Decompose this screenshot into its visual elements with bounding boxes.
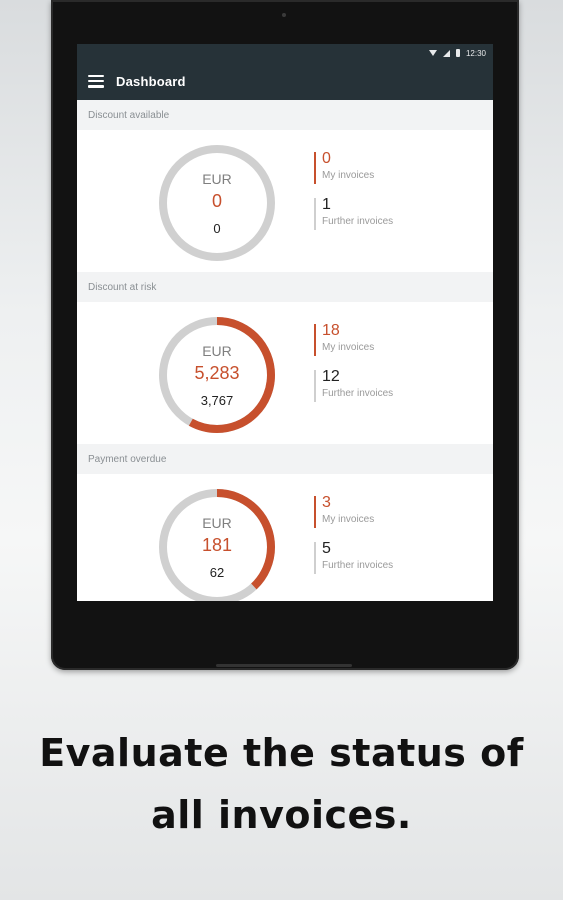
stat-indicator <box>314 542 316 574</box>
main-amount: 181 <box>201 535 233 555</box>
section-discount-available[interactable]: Discount available EUR 0 0 0 <box>77 100 493 272</box>
donut-arc <box>159 317 275 433</box>
wifi-icon <box>428 50 437 56</box>
section-header: Discount available <box>77 100 493 130</box>
further-invoices-label: Further invoices <box>322 216 394 227</box>
invoice-stats: 18 My invoices 12 Further invoices <box>314 322 393 414</box>
sub-amount: 62 <box>209 565 225 580</box>
signal-icon <box>442 49 450 57</box>
my-invoices-label: My invoices <box>322 170 375 181</box>
donut-chart <box>159 317 275 433</box>
further-invoices-count: 5 <box>322 540 331 557</box>
section-payment-overdue[interactable]: Payment overdue EUR 181 62 3 <box>77 444 493 601</box>
donut-track <box>159 145 275 261</box>
currency-label: EUR <box>202 343 232 359</box>
caption-line-2: all invoices. <box>151 793 412 837</box>
my-invoices-count: 18 <box>322 322 340 339</box>
stat-indicator <box>314 496 316 528</box>
main-amount: 5,283 <box>194 363 240 383</box>
status-time: 12:30 <box>465 48 486 58</box>
section-body: EUR 0 0 0 My invoices 1 Furth <box>77 130 493 272</box>
page-title: Dashboard <box>116 73 186 89</box>
promo-caption: Evaluate the status of all invoices. <box>0 722 563 846</box>
stat-indicator <box>314 370 316 402</box>
invoice-stats: 3 My invoices 5 Further invoices <box>314 494 393 586</box>
my-invoices-count: 0 <box>322 150 331 167</box>
my-invoices-stat[interactable]: 0 My invoices <box>314 150 393 186</box>
donut-arc <box>159 489 275 601</box>
invoice-stats: 0 My invoices 1 Further invoices <box>314 150 393 242</box>
device-edge <box>216 664 352 667</box>
caption-line-1: Evaluate the status of <box>39 731 524 775</box>
further-invoices-label: Further invoices <box>322 388 394 399</box>
my-invoices-stat[interactable]: 18 My invoices <box>314 322 393 358</box>
camera-icon <box>282 13 286 17</box>
stat-indicator <box>314 198 316 230</box>
my-invoices-label: My invoices <box>322 514 375 525</box>
section-body: EUR 181 62 3 My invoices 5 Fu <box>77 474 493 601</box>
app-screen: 12:30 Dashboard Discount available EUR 0 <box>77 44 493 601</box>
donut-labels: EUR 181 62 <box>157 487 277 601</box>
donut-chart <box>159 145 275 261</box>
main-amount: 0 <box>211 191 222 211</box>
section-header: Payment overdue <box>77 444 493 474</box>
section-body: EUR 5,283 3,767 18 My invoices 12 <box>77 302 493 444</box>
my-invoices-count: 3 <box>322 494 331 511</box>
app-bar: Dashboard <box>77 62 493 100</box>
dashboard-content: Discount available EUR 0 0 0 <box>77 100 493 601</box>
section-header: Discount at risk <box>77 272 493 302</box>
tablet-device: 12:30 Dashboard Discount available EUR 0 <box>51 0 519 670</box>
further-invoices-label: Further invoices <box>322 560 394 571</box>
further-invoices-stat[interactable]: 1 Further invoices <box>314 196 393 232</box>
currency-label: EUR <box>202 515 232 531</box>
donut-labels: EUR 0 0 <box>157 143 277 263</box>
section-discount-at-risk[interactable]: Discount at risk EUR 5,283 3,767 <box>77 272 493 444</box>
stat-indicator <box>314 152 316 184</box>
my-invoices-stat[interactable]: 3 My invoices <box>314 494 393 530</box>
donut-labels: EUR 5,283 3,767 <box>157 315 277 435</box>
further-invoices-stat[interactable]: 5 Further invoices <box>314 540 393 576</box>
further-invoices-count: 1 <box>322 196 331 213</box>
menu-icon[interactable] <box>88 74 104 88</box>
further-invoices-stat[interactable]: 12 Further invoices <box>314 368 393 404</box>
stat-indicator <box>314 324 316 356</box>
further-invoices-count: 12 <box>322 368 340 385</box>
currency-label: EUR <box>202 171 232 187</box>
donut-chart <box>159 489 275 601</box>
battery-icon <box>455 49 460 57</box>
sub-amount: 3,767 <box>200 393 234 408</box>
my-invoices-label: My invoices <box>322 342 375 353</box>
status-bar: 12:30 <box>77 44 493 62</box>
sub-amount: 0 <box>213 221 221 236</box>
